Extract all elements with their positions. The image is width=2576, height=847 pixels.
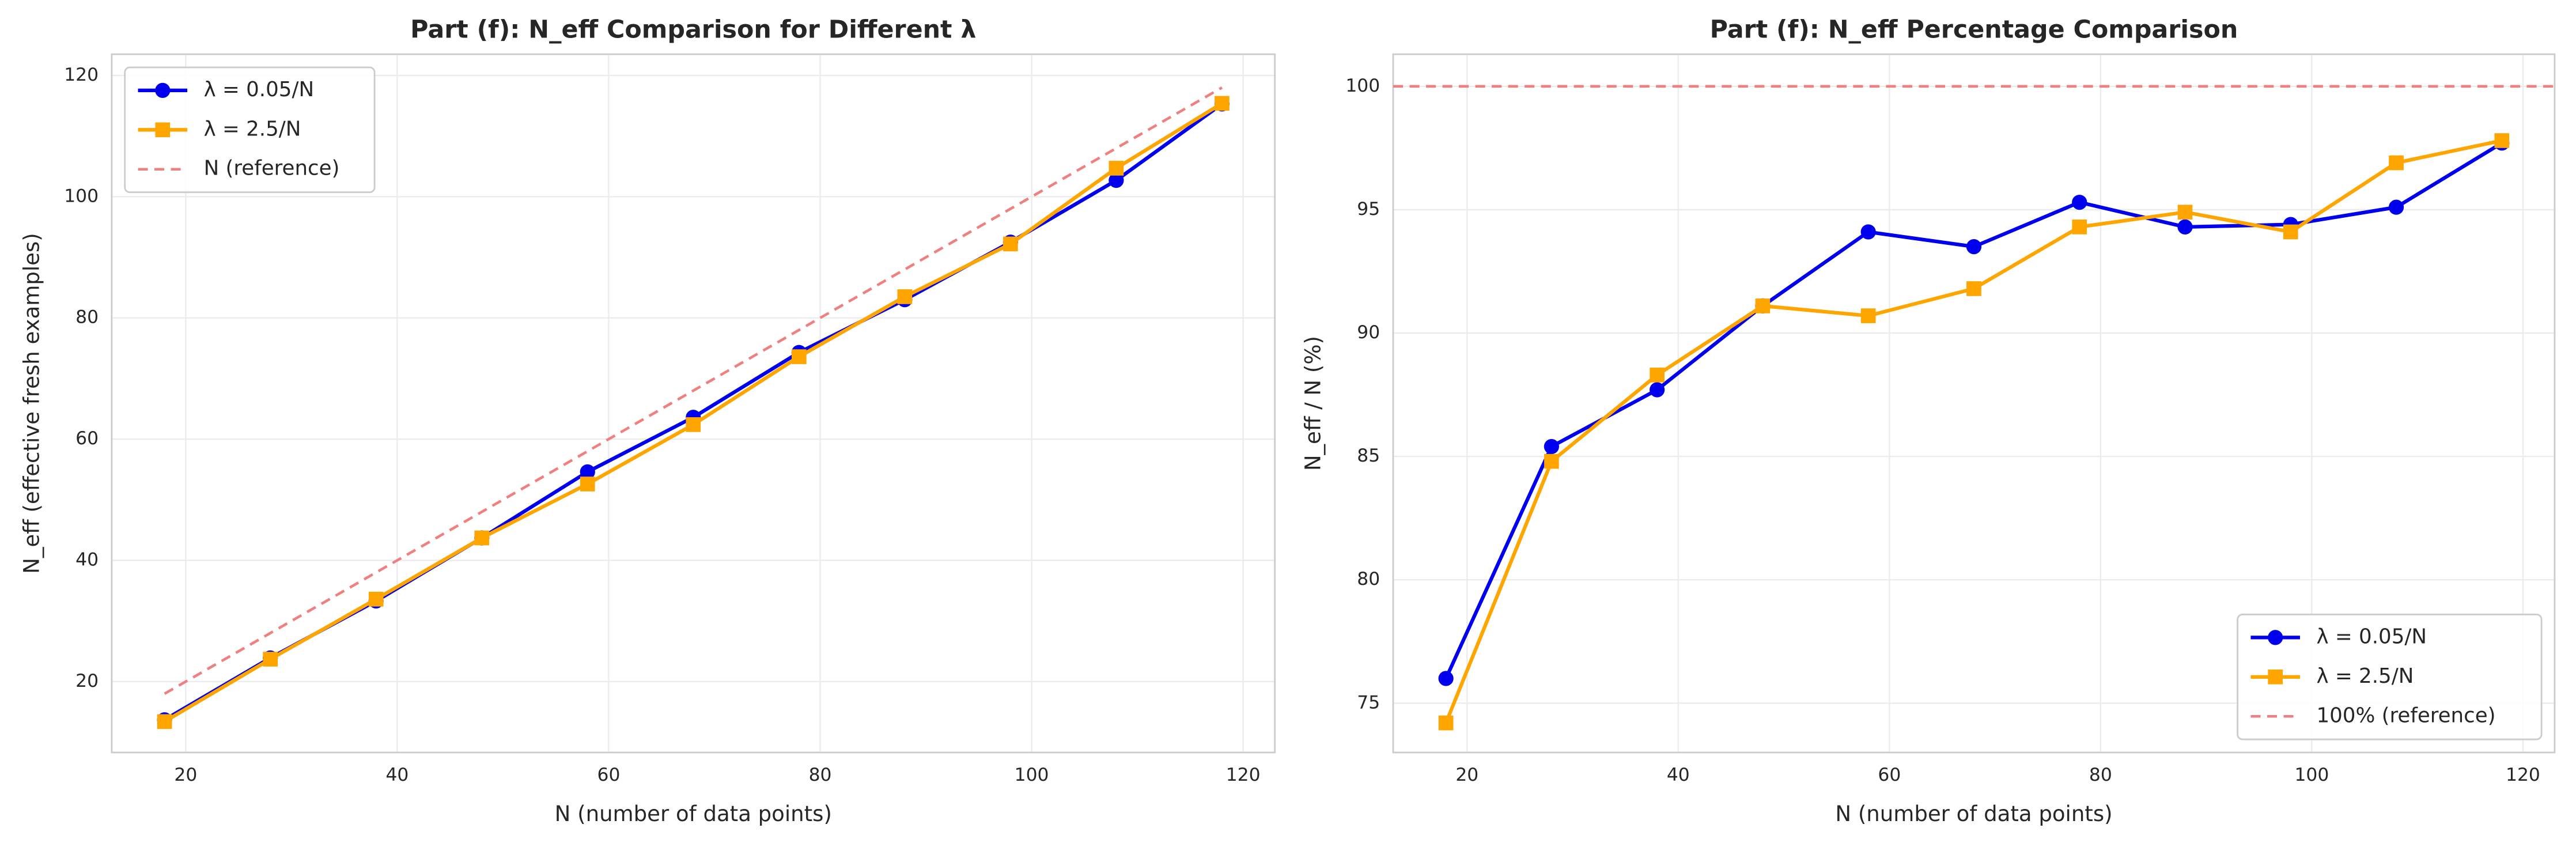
marker xyxy=(2388,199,2404,215)
marker xyxy=(580,464,595,480)
marker xyxy=(1966,239,1982,255)
marker xyxy=(263,652,278,667)
legend-box xyxy=(2237,614,2543,740)
marker xyxy=(368,592,384,607)
marker xyxy=(2072,220,2087,235)
legend-box xyxy=(124,66,376,194)
y-axis-label: N_eff / N (%) xyxy=(1301,336,1326,471)
marker xyxy=(686,417,701,432)
legend-marker xyxy=(2268,669,2283,685)
x-tick-label: 20 xyxy=(1455,765,1478,785)
x-tick-label: 80 xyxy=(809,765,832,785)
marker xyxy=(1003,236,1018,252)
plot-frame xyxy=(111,53,1276,754)
marker xyxy=(157,714,172,729)
marker xyxy=(791,349,807,364)
marker xyxy=(1650,382,1665,398)
legend-label: λ = 2.5/N xyxy=(204,117,301,141)
x-tick-label: 120 xyxy=(2506,765,2540,785)
y-tick-label: 120 xyxy=(64,65,99,85)
marker xyxy=(1109,172,1124,188)
x-tick-label: 60 xyxy=(1878,765,1901,785)
y-axis-label: N_eff (effective fresh examples) xyxy=(20,233,44,574)
x-tick-label: 40 xyxy=(1667,765,1690,785)
legend-marker xyxy=(155,122,171,138)
legend-label: λ = 0.05/N xyxy=(2316,625,2427,648)
marker xyxy=(2283,224,2298,240)
chart-title: Part (f): N_eff Percentage Comparison xyxy=(1710,16,2238,44)
marker xyxy=(1860,224,1876,240)
marker xyxy=(1966,281,1981,296)
x-tick-label: 100 xyxy=(1015,765,1049,785)
y-tick-label: 60 xyxy=(75,428,99,449)
y-tick-label: 40 xyxy=(75,550,99,570)
x-tick-label: 120 xyxy=(1226,765,1261,785)
marker xyxy=(1109,161,1124,176)
marker xyxy=(580,477,595,491)
legend-marker xyxy=(155,82,171,98)
marker xyxy=(1215,96,1230,111)
y-tick-label: 100 xyxy=(1345,75,1380,96)
chart-title: Part (f): N_eff Comparison for Different… xyxy=(410,16,976,44)
legend-marker xyxy=(2268,630,2283,645)
x-tick-label: 60 xyxy=(597,765,621,785)
x-tick-label: 40 xyxy=(385,765,408,785)
x-tick-label: 20 xyxy=(174,765,197,785)
marker xyxy=(1860,308,1876,323)
marker xyxy=(1438,671,1454,686)
x-axis-label: N (number of data points) xyxy=(1835,801,2112,826)
marker xyxy=(897,289,913,304)
y-tick-label: 80 xyxy=(1357,569,1380,589)
series-line xyxy=(164,86,1223,695)
marker xyxy=(2072,194,2087,210)
marker xyxy=(1755,298,1771,313)
x-tick-label: 80 xyxy=(2089,765,2112,785)
marker xyxy=(2177,219,2193,235)
marker xyxy=(1544,438,1560,455)
marker xyxy=(2389,155,2404,171)
marker xyxy=(2177,205,2193,220)
legend-label: λ = 0.05/N xyxy=(204,78,315,101)
x-tick-label: 100 xyxy=(2294,765,2329,785)
y-tick-label: 85 xyxy=(1357,445,1380,466)
y-tick-label: 90 xyxy=(1357,322,1380,343)
plot-frame xyxy=(1392,53,2556,754)
legend-label: N (reference) xyxy=(204,157,340,180)
y-tick-label: 75 xyxy=(1357,692,1380,713)
x-axis-label: N (number of data points) xyxy=(555,801,832,826)
marker xyxy=(1544,453,1559,469)
y-tick-label: 100 xyxy=(64,186,99,206)
legend-label: 100% (reference) xyxy=(2316,704,2495,727)
y-tick-label: 20 xyxy=(75,671,99,691)
marker xyxy=(1438,715,1454,731)
legend-label: λ = 2.5/N xyxy=(2316,664,2414,688)
y-tick-label: 80 xyxy=(75,307,99,328)
marker xyxy=(2494,133,2510,148)
marker xyxy=(474,530,490,546)
marker xyxy=(1650,367,1665,383)
y-tick-label: 95 xyxy=(1357,199,1380,220)
